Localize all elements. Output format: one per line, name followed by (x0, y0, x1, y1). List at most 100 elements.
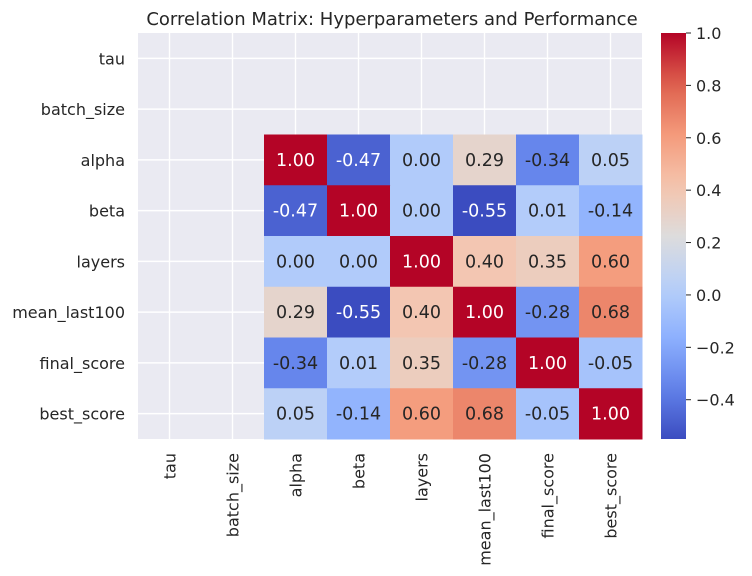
cell-value-layers-best_score: 0.60 (591, 252, 630, 272)
cell-value-alpha-alpha: 1.00 (276, 151, 315, 171)
cell-value-alpha-mean_last100: 0.29 (465, 151, 504, 171)
heatmap-cell-mean_last100-layers (390, 286, 454, 338)
heatmap-cell-layers-layers (390, 236, 454, 288)
cell-value-final_score-final_score: 1.00 (528, 354, 567, 374)
x-tick-label-beta: beta (350, 453, 369, 489)
cell-value-final_score-beta: 0.01 (339, 354, 378, 374)
cell-value-final_score-best_score: -0.05 (588, 354, 633, 374)
cell-value-best_score-final_score: -0.05 (525, 405, 570, 425)
cell-value-beta-final_score: 0.01 (528, 202, 567, 222)
y-tick-label-best_score: best_score (39, 405, 125, 425)
cell-value-alpha-final_score: -0.34 (525, 151, 570, 171)
cell-value-mean_last100-best_score: 0.68 (591, 303, 630, 323)
heatmap-cell-beta-mean_last100 (453, 185, 517, 237)
heatmap-cell-layers-best_score (579, 236, 643, 288)
colorbar-tick-label: 1.0 (696, 24, 721, 43)
plot-area: 1.00 -0.47 0.00 0.29 -0.34 0.05 -0.47 1.00 0.00 -… (138, 33, 643, 440)
x-tick-label-final_score: final_score (539, 453, 559, 538)
cell-value-beta-mean_last100: -0.55 (462, 202, 507, 222)
cell-value-beta-best_score: -0.14 (588, 202, 633, 222)
colorbar-tick-label: 0.0 (696, 286, 721, 305)
cell-value-best_score-best_score: 1.00 (591, 405, 630, 425)
cell-value-layers-layers: 1.00 (402, 252, 441, 272)
x-tick-label-alpha: alpha (287, 453, 306, 497)
colorbar-tick-label: 0.8 (696, 76, 721, 95)
y-tick-label-final_score: final_score (40, 354, 125, 374)
heatmap-cell-final_score-layers (390, 337, 454, 389)
cell-value-mean_last100-mean_last100: 1.00 (465, 303, 504, 323)
colorbar-tick-label: 0.6 (696, 129, 721, 148)
colorbar-tick-label: 0.2 (696, 234, 721, 253)
cell-value-final_score-mean_last100: -0.28 (462, 354, 507, 374)
cell-value-layers-alpha: 0.00 (276, 252, 315, 272)
y-tick-label-batch_size: batch_size (41, 100, 125, 120)
heatmap-cell-layers-final_score (516, 236, 580, 288)
cell-value-layers-beta: 0.00 (339, 252, 378, 272)
colorbar-tick-label: −0.2 (696, 338, 735, 357)
cell-value-alpha-layers: 0.00 (402, 151, 441, 171)
heatmap-cell-mean_last100-mean_last100 (453, 286, 517, 338)
cell-value-mean_last100-alpha: 0.29 (276, 303, 315, 323)
cell-value-layers-mean_last100: 0.40 (465, 252, 504, 272)
heatmap-cell-mean_last100-beta (327, 286, 391, 338)
cell-value-mean_last100-final_score: -0.28 (525, 303, 570, 323)
y-tick-label-beta: beta (89, 202, 125, 221)
heatmap-cell-beta-beta (327, 185, 391, 237)
colorbar: 1.0 0.8 0.6 0.4 0.2 0.0 −0.2 −0.4 (661, 24, 735, 439)
cell-value-layers-final_score: 0.35 (528, 252, 567, 272)
cell-value-best_score-beta: -0.14 (336, 405, 381, 425)
cell-value-beta-beta: 1.00 (339, 202, 378, 222)
heatmap-cell-alpha-beta (327, 134, 391, 186)
x-tick-labels: tau batch_size alpha beta layers mean_last100… (161, 453, 622, 566)
y-tick-label-mean_last100: mean_last100 (12, 303, 125, 323)
cell-value-final_score-alpha: -0.34 (273, 354, 318, 374)
heatmap-cell-best_score-mean_last100 (453, 388, 517, 440)
y-tick-label-tau: tau (99, 49, 125, 68)
heatmap-cell-final_score-beta (327, 337, 391, 389)
heatmap-cell-final_score-best_score (579, 337, 643, 389)
cell-value-mean_last100-beta: -0.55 (336, 303, 381, 323)
heatmap-cell-layers-mean_last100 (453, 236, 517, 288)
x-tick-label-layers: layers (413, 453, 432, 501)
cell-value-final_score-layers: 0.35 (402, 354, 441, 374)
heatmap-cell-final_score-mean_last100 (453, 337, 517, 389)
x-tick-label-tau: tau (161, 453, 180, 479)
heatmap-cell-layers-alpha (264, 236, 328, 288)
cell-value-beta-alpha: -0.47 (273, 202, 318, 222)
heatmap-cell-mean_last100-final_score (516, 286, 580, 338)
y-tick-label-alpha: alpha (81, 151, 125, 170)
heatmap-cell-beta-best_score (579, 185, 643, 237)
heatmap-cell-best_score-final_score (516, 388, 580, 440)
heatmap-cell-beta-layers (390, 185, 454, 237)
heatmap-cell-best_score-best_score (579, 388, 643, 440)
heatmap-cell-best_score-beta (327, 388, 391, 440)
colorbar-tick-label: 0.4 (696, 181, 721, 200)
heatmap-cell-alpha-alpha (264, 134, 328, 186)
heatmap-cell-best_score-layers (390, 388, 454, 440)
colorbar-gradient (661, 33, 686, 439)
cell-value-alpha-beta: -0.47 (336, 151, 381, 171)
heatmap-cell-alpha-layers (390, 134, 454, 186)
x-tick-label-mean_last100: mean_last100 (476, 453, 496, 566)
heatmap-cell-mean_last100-alpha (264, 286, 328, 338)
y-tick-label-layers: layers (77, 252, 125, 271)
x-tick-label-best_score: best_score (602, 453, 622, 539)
cell-value-beta-layers: 0.00 (402, 202, 441, 222)
heatmap-cell-beta-alpha (264, 185, 328, 237)
heatmap-cell-alpha-final_score (516, 134, 580, 186)
x-tick-label-batch_size: batch_size (224, 453, 244, 537)
heatmap-cell-final_score-alpha (264, 337, 328, 389)
heatmap-cell-mean_last100-best_score (579, 286, 643, 338)
heatmap-cell-layers-beta (327, 236, 391, 288)
cell-value-alpha-best_score: 0.05 (591, 151, 630, 171)
chart-title: Correlation Matrix: Hyperparameters and … (146, 9, 637, 30)
heatmap-cell-alpha-mean_last100 (453, 134, 517, 186)
cell-value-mean_last100-layers: 0.40 (402, 303, 441, 323)
heatmap-cell-final_score-final_score (516, 337, 580, 389)
colorbar-tick-label: −0.4 (696, 391, 735, 410)
cell-value-best_score-layers: 0.60 (402, 405, 441, 425)
cell-value-best_score-alpha: 0.05 (276, 405, 315, 425)
cell-value-best_score-mean_last100: 0.68 (465, 405, 504, 425)
